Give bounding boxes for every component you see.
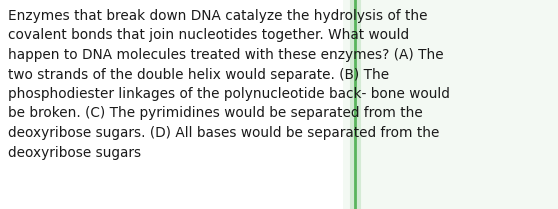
Bar — [343, 0, 558, 209]
Text: Enzymes that break down DNA catalyze the hydrolysis of the
covalent bonds that j: Enzymes that break down DNA catalyze the… — [8, 9, 450, 159]
